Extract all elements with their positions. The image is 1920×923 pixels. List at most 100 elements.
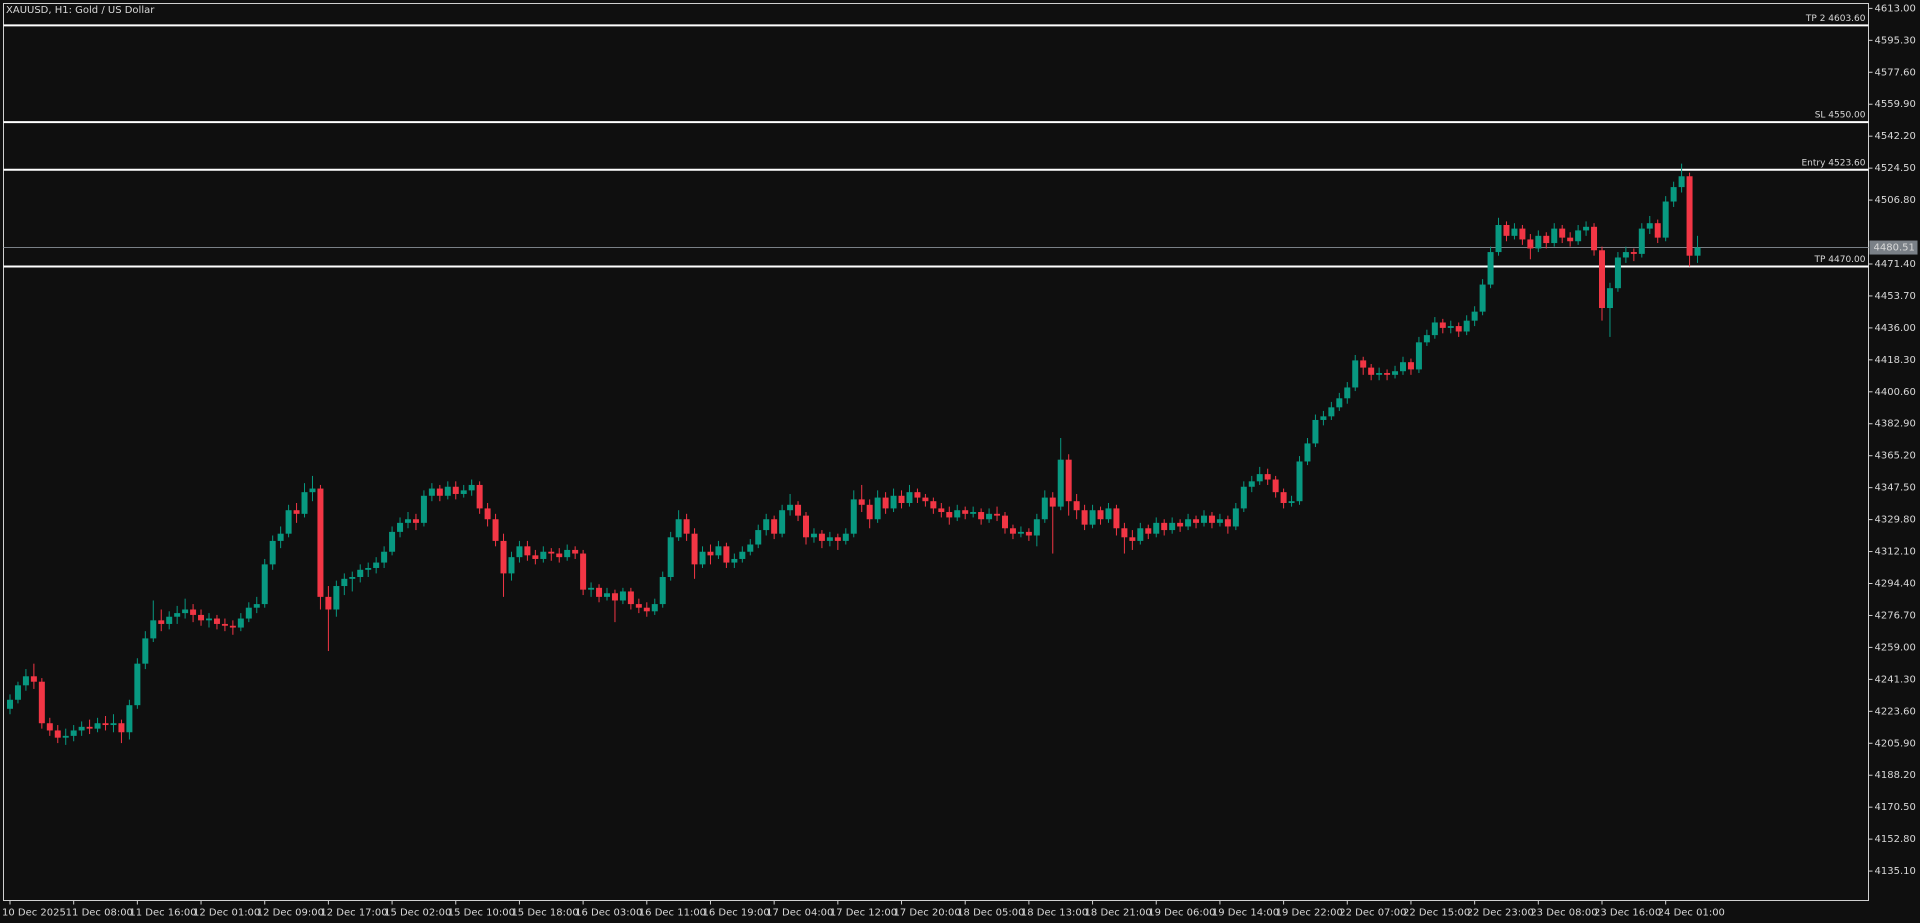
- candle-body: [572, 549, 579, 554]
- candle-body: [938, 508, 945, 513]
- candle-body: [253, 604, 260, 608]
- candle-body: [420, 495, 427, 523]
- candle-body: [619, 591, 626, 601]
- y-tick-label: 4135.10: [1875, 866, 1916, 877]
- x-tick-label: 17 Dec 20:00: [894, 908, 961, 919]
- candle-body: [834, 537, 841, 541]
- candle-body: [890, 495, 897, 509]
- candle-body: [787, 504, 794, 511]
- candle-body: [1121, 528, 1128, 538]
- candle-body: [1240, 486, 1247, 509]
- candle-body: [1336, 398, 1343, 408]
- y-tick-label: 4365.20: [1875, 451, 1916, 462]
- chart-title: XAUUSD, H1: Gold / US Dollar: [6, 5, 155, 16]
- candle-body: [795, 504, 802, 516]
- candle-body: [1431, 322, 1438, 336]
- candle-body: [1455, 326, 1462, 332]
- candle-body: [190, 609, 197, 615]
- x-tick-label: 11 Dec 08:00: [66, 908, 133, 919]
- candle-body: [1670, 187, 1677, 202]
- candle-body: [365, 567, 372, 570]
- candle-body: [174, 613, 181, 617]
- candle-body: [1264, 474, 1271, 480]
- candle-body: [86, 726, 93, 729]
- candle-body: [62, 735, 69, 738]
- y-tick-label: 4595.30: [1875, 35, 1916, 46]
- y-tick-label: 4188.20: [1875, 770, 1916, 781]
- y-tick-label: 4223.60: [1875, 706, 1916, 717]
- candle-body: [1105, 508, 1112, 520]
- candle-body: [1232, 508, 1239, 527]
- candle-body: [1312, 419, 1319, 444]
- candle-body: [428, 488, 435, 496]
- current-price-label: 4480.51: [1874, 243, 1915, 254]
- candle-body: [301, 492, 308, 514]
- candle-body: [1129, 537, 1136, 541]
- candle-body: [715, 546, 722, 556]
- candle-body: [54, 730, 61, 738]
- candle-body: [245, 607, 252, 619]
- candle-body: [1638, 228, 1645, 254]
- candle-body: [1559, 228, 1566, 238]
- candle-body: [763, 519, 770, 531]
- y-tick-label: 4294.40: [1875, 579, 1916, 590]
- candle-body: [643, 607, 650, 612]
- candle-body: [412, 519, 419, 523]
- candle-body: [1495, 224, 1502, 253]
- candle-body: [739, 551, 746, 559]
- candle-body: [1400, 362, 1406, 372]
- candle-body: [1145, 528, 1152, 534]
- candle-body: [596, 587, 603, 597]
- candle-body: [1137, 528, 1144, 541]
- candle-body: [1543, 235, 1550, 244]
- current-price-box: [1869, 240, 1918, 255]
- candle-body: [1392, 371, 1399, 375]
- candle-body: [564, 549, 571, 558]
- candle-body: [70, 730, 77, 736]
- candle-body: [707, 551, 714, 556]
- candle-body: [1479, 284, 1486, 312]
- candle-body: [771, 519, 778, 534]
- candle-body: [38, 681, 45, 724]
- candle-body: [1439, 322, 1446, 328]
- candle-body: [986, 513, 993, 520]
- candle-body: [723, 546, 730, 563]
- candle-body: [508, 557, 515, 574]
- candle-body: [1065, 459, 1072, 502]
- candle-body: [118, 723, 125, 733]
- candle-body: [611, 593, 618, 601]
- candle-body: [1376, 373, 1383, 375]
- candle-body: [898, 495, 905, 503]
- candle-body: [1694, 247, 1701, 256]
- candle-body: [1169, 522, 1176, 531]
- candle-body: [1519, 228, 1526, 240]
- candle-body: [1415, 342, 1422, 370]
- candle-body: [1344, 387, 1351, 399]
- candle-body: [1248, 481, 1255, 487]
- candle-body: [293, 510, 300, 514]
- y-tick-label: 4170.50: [1875, 802, 1916, 813]
- candle-body: [818, 533, 825, 541]
- candle-body: [277, 533, 284, 541]
- candle-body: [1384, 373, 1391, 375]
- candle-body: [1009, 528, 1016, 534]
- y-tick-label: 4347.50: [1875, 483, 1916, 494]
- candle-body: [325, 596, 332, 610]
- candle-body: [1360, 360, 1367, 368]
- candle-body: [1527, 239, 1534, 249]
- candle-body: [166, 616, 173, 624]
- level-label: TP 2 4603.60: [1805, 14, 1866, 24]
- level-label: SL 4550.00: [1815, 111, 1866, 121]
- candle-body: [1272, 479, 1279, 493]
- candle-body: [970, 512, 977, 514]
- y-tick-label: 4276.70: [1875, 610, 1916, 621]
- plot-frame: [3, 3, 1869, 901]
- candle-body: [1097, 510, 1104, 520]
- candle-body: [1535, 235, 1542, 249]
- candle-body: [1551, 228, 1558, 244]
- candle-body: [1161, 522, 1168, 531]
- x-tick-label: 18 Dec 05:00: [957, 908, 1024, 919]
- candle-body: [532, 555, 539, 559]
- candle-body: [150, 620, 157, 639]
- candle-body: [1447, 326, 1454, 328]
